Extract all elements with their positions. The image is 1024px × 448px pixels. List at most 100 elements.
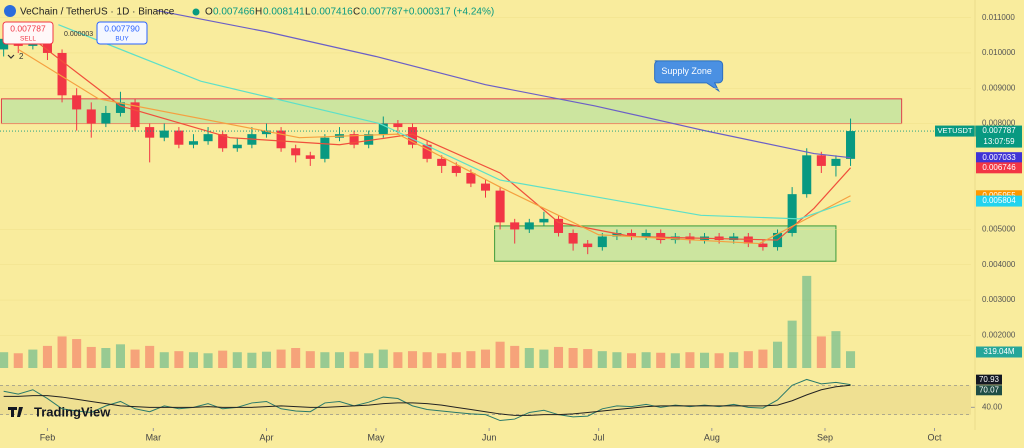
candle-body	[349, 134, 359, 145]
volume-bar	[656, 352, 666, 368]
candle-body	[174, 130, 184, 145]
volume-bar	[685, 352, 695, 368]
volume-bar	[159, 352, 169, 368]
candle-body	[787, 194, 797, 233]
y-tick-label: 0.008000	[982, 119, 1016, 128]
volume-bar	[28, 349, 38, 368]
volume-bar	[583, 349, 593, 368]
y-tick-label: 0.003000	[982, 295, 1016, 304]
candle-body	[466, 172, 476, 184]
volume-bar	[451, 352, 461, 368]
rsi-tick-label: 40.00	[982, 402, 1003, 411]
volume-bar	[773, 341, 783, 368]
volume-bar	[86, 346, 96, 368]
candle-body	[510, 222, 520, 230]
candle-body	[612, 232, 622, 237]
ma-value-box	[976, 162, 1022, 174]
volume-bar	[597, 351, 607, 368]
volume-bar	[568, 348, 578, 368]
rsi-value: 70.93	[979, 375, 1000, 384]
candle-body	[729, 236, 739, 241]
volume-bar	[480, 349, 491, 368]
volume-bar	[174, 351, 184, 368]
low-value: 0.007416	[311, 7, 353, 18]
candle-body	[743, 236, 753, 244]
sell-button[interactable]	[2, 21, 54, 45]
candle-body	[188, 141, 198, 145]
buy-label: BUY	[115, 36, 129, 43]
volume-bar	[670, 353, 680, 368]
sell-label: SELL	[20, 36, 36, 43]
rsi-line	[3, 384, 851, 416]
volume-bar	[714, 353, 724, 368]
candle-body	[57, 52, 67, 96]
change-value: +0.000317 (+4.24%)	[403, 7, 494, 18]
candle-body	[407, 127, 418, 145]
volume-bar	[699, 352, 710, 368]
volume-label: 319.04M	[983, 347, 1014, 356]
volume-bar	[510, 345, 520, 368]
candle-body	[261, 130, 272, 135]
h-label: H	[255, 7, 262, 18]
volume-bar	[130, 349, 140, 368]
high-value: 0.008141	[263, 7, 305, 18]
candle-body	[451, 165, 461, 173]
candle-body	[86, 109, 96, 124]
symbol-label: VETUSDT	[937, 126, 972, 135]
candle-body	[422, 144, 432, 159]
o-label: O	[205, 7, 213, 18]
candle-body	[232, 144, 242, 149]
volume-bar	[466, 351, 476, 368]
volume-bar	[422, 352, 432, 368]
volume-bar	[816, 336, 826, 368]
volume-bar	[101, 348, 111, 368]
volume-bar	[787, 320, 797, 368]
volume-bar	[407, 351, 418, 368]
volume-bar	[334, 352, 345, 368]
y-tick-label: 0.004000	[982, 260, 1016, 269]
volume-bar	[626, 353, 637, 368]
y-tick-label: 0.010000	[982, 48, 1016, 57]
open-value: 0.007466	[213, 7, 255, 18]
volume-bar	[553, 346, 564, 368]
candle-body	[626, 232, 637, 237]
volume-bar	[495, 341, 505, 368]
volume-bar	[539, 349, 549, 368]
candle-body	[539, 218, 549, 223]
candle-body	[553, 218, 564, 233]
volume-bar	[247, 352, 257, 368]
volume-bar	[743, 351, 753, 368]
volume-bar	[641, 352, 651, 368]
candle-body	[846, 131, 856, 159]
collapse-arrow[interactable]	[7, 54, 15, 59]
ma-line	[17, 48, 851, 245]
ma-value-box	[976, 195, 1022, 207]
chart-title: VeChain / TetherUS · 1D · Binance	[20, 7, 175, 18]
volume-bar	[378, 349, 388, 368]
rsi-value-box	[976, 385, 1002, 396]
rsi-value: 70.07	[979, 385, 1000, 394]
volume-label-box	[976, 346, 1022, 358]
buy-price: 0.007790	[104, 23, 140, 33]
indicators-count: 2	[19, 52, 24, 61]
ma-line	[32, 38, 851, 241]
brand: TradingView	[34, 404, 111, 419]
ma-value: 0.007033	[982, 153, 1016, 162]
candle-body	[101, 112, 111, 124]
x-tick-label: Oct	[927, 432, 942, 442]
candle-body	[816, 155, 826, 166]
x-tick-label: Jun	[482, 432, 497, 442]
ma-value-box	[976, 152, 1022, 164]
candle-body	[72, 95, 82, 110]
volume-bar	[831, 331, 841, 368]
volume-bar	[188, 352, 198, 368]
volume-bar	[437, 353, 447, 368]
candle-body	[291, 148, 301, 156]
y-tick-label: 0.005000	[982, 225, 1016, 234]
buy-button[interactable]	[96, 21, 148, 45]
volume-bar	[145, 345, 155, 368]
candle-body	[159, 130, 169, 138]
candle-body	[203, 134, 213, 142]
